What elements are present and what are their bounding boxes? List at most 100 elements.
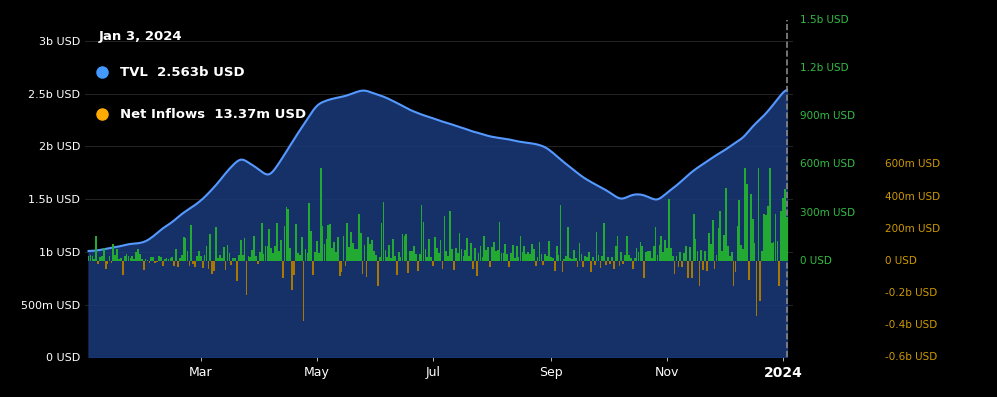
Bar: [582, 261, 584, 267]
Bar: [145, 259, 147, 261]
Bar: [533, 249, 534, 261]
Bar: [638, 252, 639, 261]
Bar: [276, 223, 278, 261]
Bar: [664, 240, 666, 261]
Bar: [299, 255, 301, 261]
Text: Jan 3, 2024: Jan 3, 2024: [99, 30, 182, 43]
Bar: [327, 225, 329, 261]
Bar: [744, 168, 746, 261]
Bar: [186, 251, 188, 261]
Bar: [143, 261, 145, 270]
Bar: [628, 254, 630, 261]
Bar: [666, 248, 668, 261]
Bar: [575, 258, 576, 261]
Bar: [438, 253, 440, 261]
Bar: [272, 253, 274, 261]
Bar: [765, 215, 767, 261]
Bar: [632, 261, 634, 269]
Bar: [411, 251, 413, 261]
Bar: [339, 261, 341, 276]
Bar: [731, 252, 733, 261]
Bar: [611, 257, 613, 261]
Bar: [90, 255, 92, 261]
Bar: [504, 244, 506, 261]
Bar: [668, 199, 670, 261]
Bar: [274, 246, 276, 261]
Bar: [398, 252, 400, 261]
Text: TVL  2.563b USD: TVL 2.563b USD: [120, 66, 244, 79]
Bar: [406, 234, 407, 261]
Bar: [94, 259, 95, 261]
Text: -0.4b USD: -0.4b USD: [884, 320, 937, 330]
Bar: [513, 258, 515, 261]
Bar: [645, 252, 647, 261]
Bar: [268, 229, 270, 261]
Bar: [352, 243, 354, 261]
Bar: [222, 247, 224, 261]
Bar: [760, 261, 761, 301]
Bar: [368, 237, 369, 261]
Bar: [448, 256, 449, 261]
Bar: [333, 242, 335, 261]
Bar: [750, 194, 752, 261]
Bar: [177, 261, 178, 267]
Bar: [155, 261, 156, 263]
Bar: [381, 223, 383, 261]
Bar: [601, 256, 603, 261]
Bar: [500, 253, 502, 261]
Bar: [739, 200, 740, 261]
Bar: [366, 261, 367, 278]
Bar: [559, 205, 561, 261]
Bar: [226, 245, 228, 261]
Bar: [306, 253, 308, 261]
Bar: [741, 245, 742, 261]
Bar: [362, 261, 364, 274]
Bar: [746, 184, 748, 261]
Bar: [234, 258, 236, 261]
Bar: [762, 251, 763, 261]
Bar: [396, 261, 398, 275]
Bar: [596, 232, 597, 261]
Bar: [590, 261, 592, 272]
Bar: [571, 258, 572, 261]
Bar: [371, 240, 373, 261]
Bar: [134, 260, 135, 261]
Bar: [245, 261, 247, 295]
Bar: [659, 245, 660, 261]
Bar: [785, 189, 786, 261]
Bar: [578, 243, 580, 261]
Bar: [301, 237, 302, 261]
Bar: [318, 253, 320, 261]
Bar: [624, 255, 626, 261]
Bar: [184, 238, 186, 261]
Bar: [242, 255, 243, 261]
Bar: [639, 242, 641, 261]
Bar: [697, 251, 698, 261]
Bar: [727, 246, 729, 261]
Bar: [777, 241, 779, 261]
Bar: [419, 254, 421, 261]
Bar: [706, 261, 708, 272]
Bar: [190, 225, 192, 261]
Bar: [769, 168, 771, 261]
Bar: [261, 223, 262, 261]
Bar: [480, 246, 482, 261]
Bar: [471, 243, 472, 261]
Bar: [247, 256, 249, 261]
Bar: [347, 223, 348, 261]
Bar: [754, 243, 756, 261]
Bar: [421, 204, 423, 261]
Bar: [98, 261, 99, 264]
Bar: [389, 245, 390, 261]
Bar: [107, 261, 109, 264]
Bar: [643, 261, 645, 279]
Bar: [383, 202, 385, 261]
Bar: [270, 248, 272, 261]
Bar: [523, 247, 525, 261]
Bar: [519, 236, 521, 261]
Bar: [463, 256, 465, 261]
Bar: [192, 261, 194, 264]
Bar: [408, 261, 409, 273]
Bar: [752, 219, 754, 261]
Bar: [733, 261, 735, 286]
